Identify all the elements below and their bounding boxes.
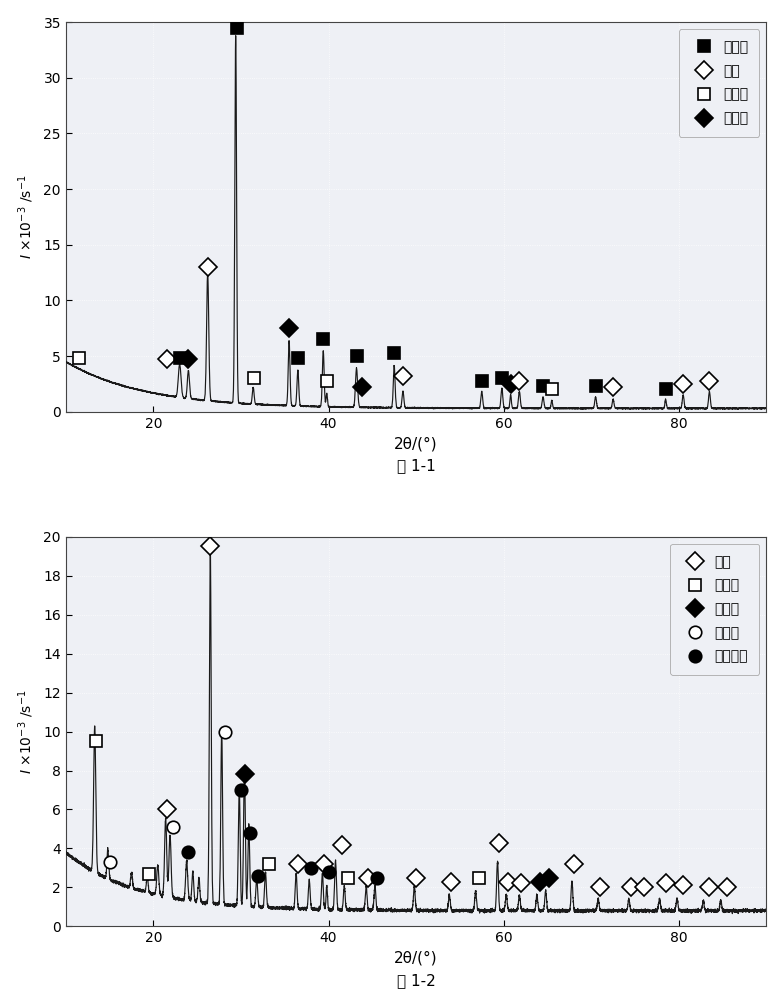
Text: 图 1-2: 图 1-2 bbox=[397, 973, 435, 988]
Y-axis label: $I$ ×10$^{-3}$ /s$^{-1}$: $I$ ×10$^{-3}$ /s$^{-1}$ bbox=[16, 689, 36, 774]
Legend: 方解石, 石英, 白云母, 白云石: 方解石, 石英, 白云母, 白云石 bbox=[679, 29, 760, 137]
Text: 图 1-1: 图 1-1 bbox=[397, 459, 435, 474]
X-axis label: 2θ/(°): 2θ/(°) bbox=[395, 951, 438, 966]
X-axis label: 2θ/(°): 2θ/(°) bbox=[395, 436, 438, 451]
Y-axis label: $I$ ×10$^{-3}$ /s$^{-1}$: $I$ ×10$^{-3}$ /s$^{-1}$ bbox=[16, 175, 36, 259]
Legend: 石英, 白云母, 白云石, 钒长石, 微斜长石: 石英, 白云母, 白云石, 钒长石, 微斜长石 bbox=[670, 544, 760, 675]
